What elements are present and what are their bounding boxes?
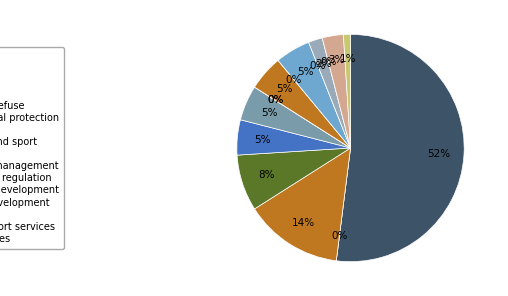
Wedge shape (322, 38, 351, 148)
Text: 14%: 14% (292, 218, 314, 228)
Wedge shape (322, 35, 351, 148)
Wedge shape (255, 60, 351, 148)
Text: 0%: 0% (320, 57, 337, 67)
Text: 5%: 5% (297, 67, 313, 77)
Text: 0%: 0% (286, 75, 302, 85)
Wedge shape (255, 87, 351, 148)
Wedge shape (237, 120, 351, 155)
Wedge shape (309, 42, 351, 148)
Text: 2%: 2% (315, 59, 331, 69)
Text: 0%: 0% (268, 96, 284, 105)
Wedge shape (336, 34, 464, 262)
Wedge shape (237, 148, 351, 209)
Wedge shape (343, 34, 351, 148)
Text: 52%: 52% (427, 149, 451, 159)
Text: 5%: 5% (254, 135, 270, 145)
Wedge shape (255, 148, 351, 261)
Text: 5%: 5% (261, 108, 277, 118)
Text: 1%: 1% (339, 54, 356, 65)
Wedge shape (336, 148, 351, 261)
Wedge shape (255, 87, 351, 148)
Wedge shape (309, 38, 351, 148)
Text: 0%: 0% (268, 96, 284, 105)
Wedge shape (278, 42, 351, 148)
Legend: Roading, Transport, Water supply, Waste water, Solid waste/refuse, Environmental: Roading, Transport, Water supply, Waste … (0, 47, 65, 249)
Text: 8%: 8% (258, 170, 274, 180)
Text: 0%: 0% (310, 61, 326, 70)
Text: 5%: 5% (276, 84, 292, 94)
Wedge shape (278, 60, 351, 148)
Wedge shape (240, 87, 351, 148)
Text: 0%: 0% (331, 231, 347, 241)
Text: 3%: 3% (328, 55, 345, 65)
